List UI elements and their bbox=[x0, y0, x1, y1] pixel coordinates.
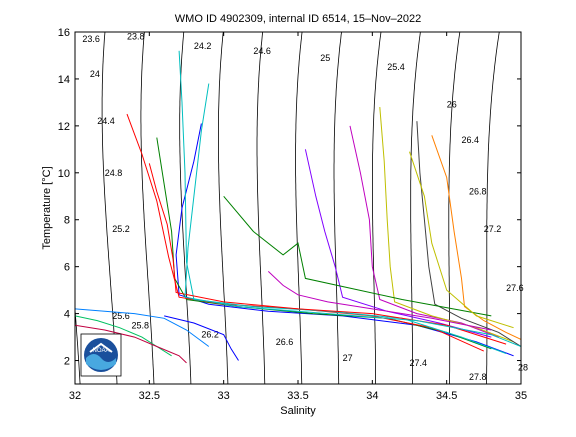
noaa-logo-wave bbox=[86, 354, 116, 370]
profile-line bbox=[164, 315, 239, 361]
density-contour-label: 24.6 bbox=[253, 46, 271, 56]
x-tick-label: 35 bbox=[515, 390, 527, 402]
density-contour-label: 23.6 bbox=[82, 34, 100, 44]
density-contour-line bbox=[256, 32, 266, 384]
density-contour-label: 27.4 bbox=[410, 358, 428, 368]
y-tick-label: 4 bbox=[64, 309, 70, 321]
density-contour-line bbox=[448, 32, 461, 384]
density-contour-line bbox=[410, 32, 421, 384]
density-contour-label: 24 bbox=[90, 69, 100, 79]
density-contour-label: 26 bbox=[447, 100, 457, 110]
y-axis-label: Temperature [°C] bbox=[41, 166, 53, 249]
x-tick-label: 33 bbox=[218, 390, 230, 402]
density-contour-labels: 23.6 23.8 24 24.2 24.4 24.6 24.8 25 25.2 25.4 25.6… bbox=[82, 32, 528, 382]
density-contour-line bbox=[140, 32, 155, 384]
density-contour-line bbox=[371, 32, 382, 384]
profile-line bbox=[267, 271, 492, 331]
x-tick-label: 32 bbox=[69, 390, 81, 402]
profile-line bbox=[431, 135, 521, 340]
density-contour-label: 26.4 bbox=[462, 135, 480, 145]
profile-line bbox=[223, 195, 492, 317]
y-tick-label: 10 bbox=[58, 168, 70, 180]
density-contour-line bbox=[333, 32, 342, 384]
noaa-logo: NOAA bbox=[80, 333, 122, 377]
noaa-logo-bird bbox=[89, 342, 113, 353]
x-tick-label: 34.5 bbox=[436, 390, 457, 402]
profile-line bbox=[75, 308, 210, 347]
x-tick-label: 32.5 bbox=[139, 390, 160, 402]
x-tick-label: 34 bbox=[366, 390, 378, 402]
profile-line bbox=[416, 121, 521, 347]
density-contour-label: 24.8 bbox=[105, 168, 123, 178]
density-contour-label: 27.8 bbox=[469, 372, 487, 382]
density-contours bbox=[75, 32, 500, 384]
profile-line bbox=[156, 137, 492, 350]
density-contour-line bbox=[486, 32, 500, 384]
density-contour-label: 26.8 bbox=[469, 187, 487, 197]
y-tick-label: 14 bbox=[58, 74, 70, 86]
y-tick-label: 2 bbox=[64, 356, 70, 368]
density-contour-line bbox=[295, 32, 303, 384]
profile-line bbox=[175, 123, 514, 357]
y-tick-label: 16 bbox=[58, 27, 70, 39]
density-contour-label: 24.2 bbox=[194, 41, 212, 51]
density-contour-line bbox=[75, 304, 81, 384]
chart-title: WMO ID 4902309, internal ID 6514, 15–Nov… bbox=[175, 13, 421, 25]
density-contour-label: 25.4 bbox=[387, 62, 405, 72]
x-tick-label: 33.5 bbox=[287, 390, 308, 402]
density-contour-line bbox=[217, 32, 229, 384]
density-contour-label: 26.2 bbox=[201, 330, 219, 340]
density-contour-label: 26.6 bbox=[276, 337, 294, 347]
y-tick-label: 8 bbox=[64, 215, 70, 227]
density-contour-label: 25 bbox=[320, 53, 330, 63]
profile-line bbox=[184, 83, 521, 347]
density-contour-label: 24.4 bbox=[97, 116, 115, 126]
density-contour-label: 25.2 bbox=[112, 224, 130, 234]
profile-lines bbox=[75, 50, 521, 364]
noaa-logo-text: NOAA bbox=[92, 348, 109, 354]
x-axis-label: Salinity bbox=[280, 405, 316, 417]
density-contour-label: 23.8 bbox=[127, 32, 145, 42]
y-tick-label: 12 bbox=[58, 121, 70, 133]
density-contour-label: 25.8 bbox=[132, 320, 150, 330]
profile-line bbox=[75, 324, 187, 364]
y-tick-label: 6 bbox=[64, 262, 70, 274]
density-contour-label: 27.6 bbox=[506, 283, 524, 293]
profile-line bbox=[178, 50, 507, 354]
density-contour-label: 27.2 bbox=[484, 224, 502, 234]
profile-line bbox=[304, 149, 492, 338]
density-contour-label: 25.6 bbox=[112, 311, 130, 321]
profile-line bbox=[409, 151, 514, 329]
profile-line bbox=[148, 163, 507, 345]
density-contour-label: 27 bbox=[343, 353, 353, 363]
density-contour-label: 28 bbox=[518, 363, 528, 373]
